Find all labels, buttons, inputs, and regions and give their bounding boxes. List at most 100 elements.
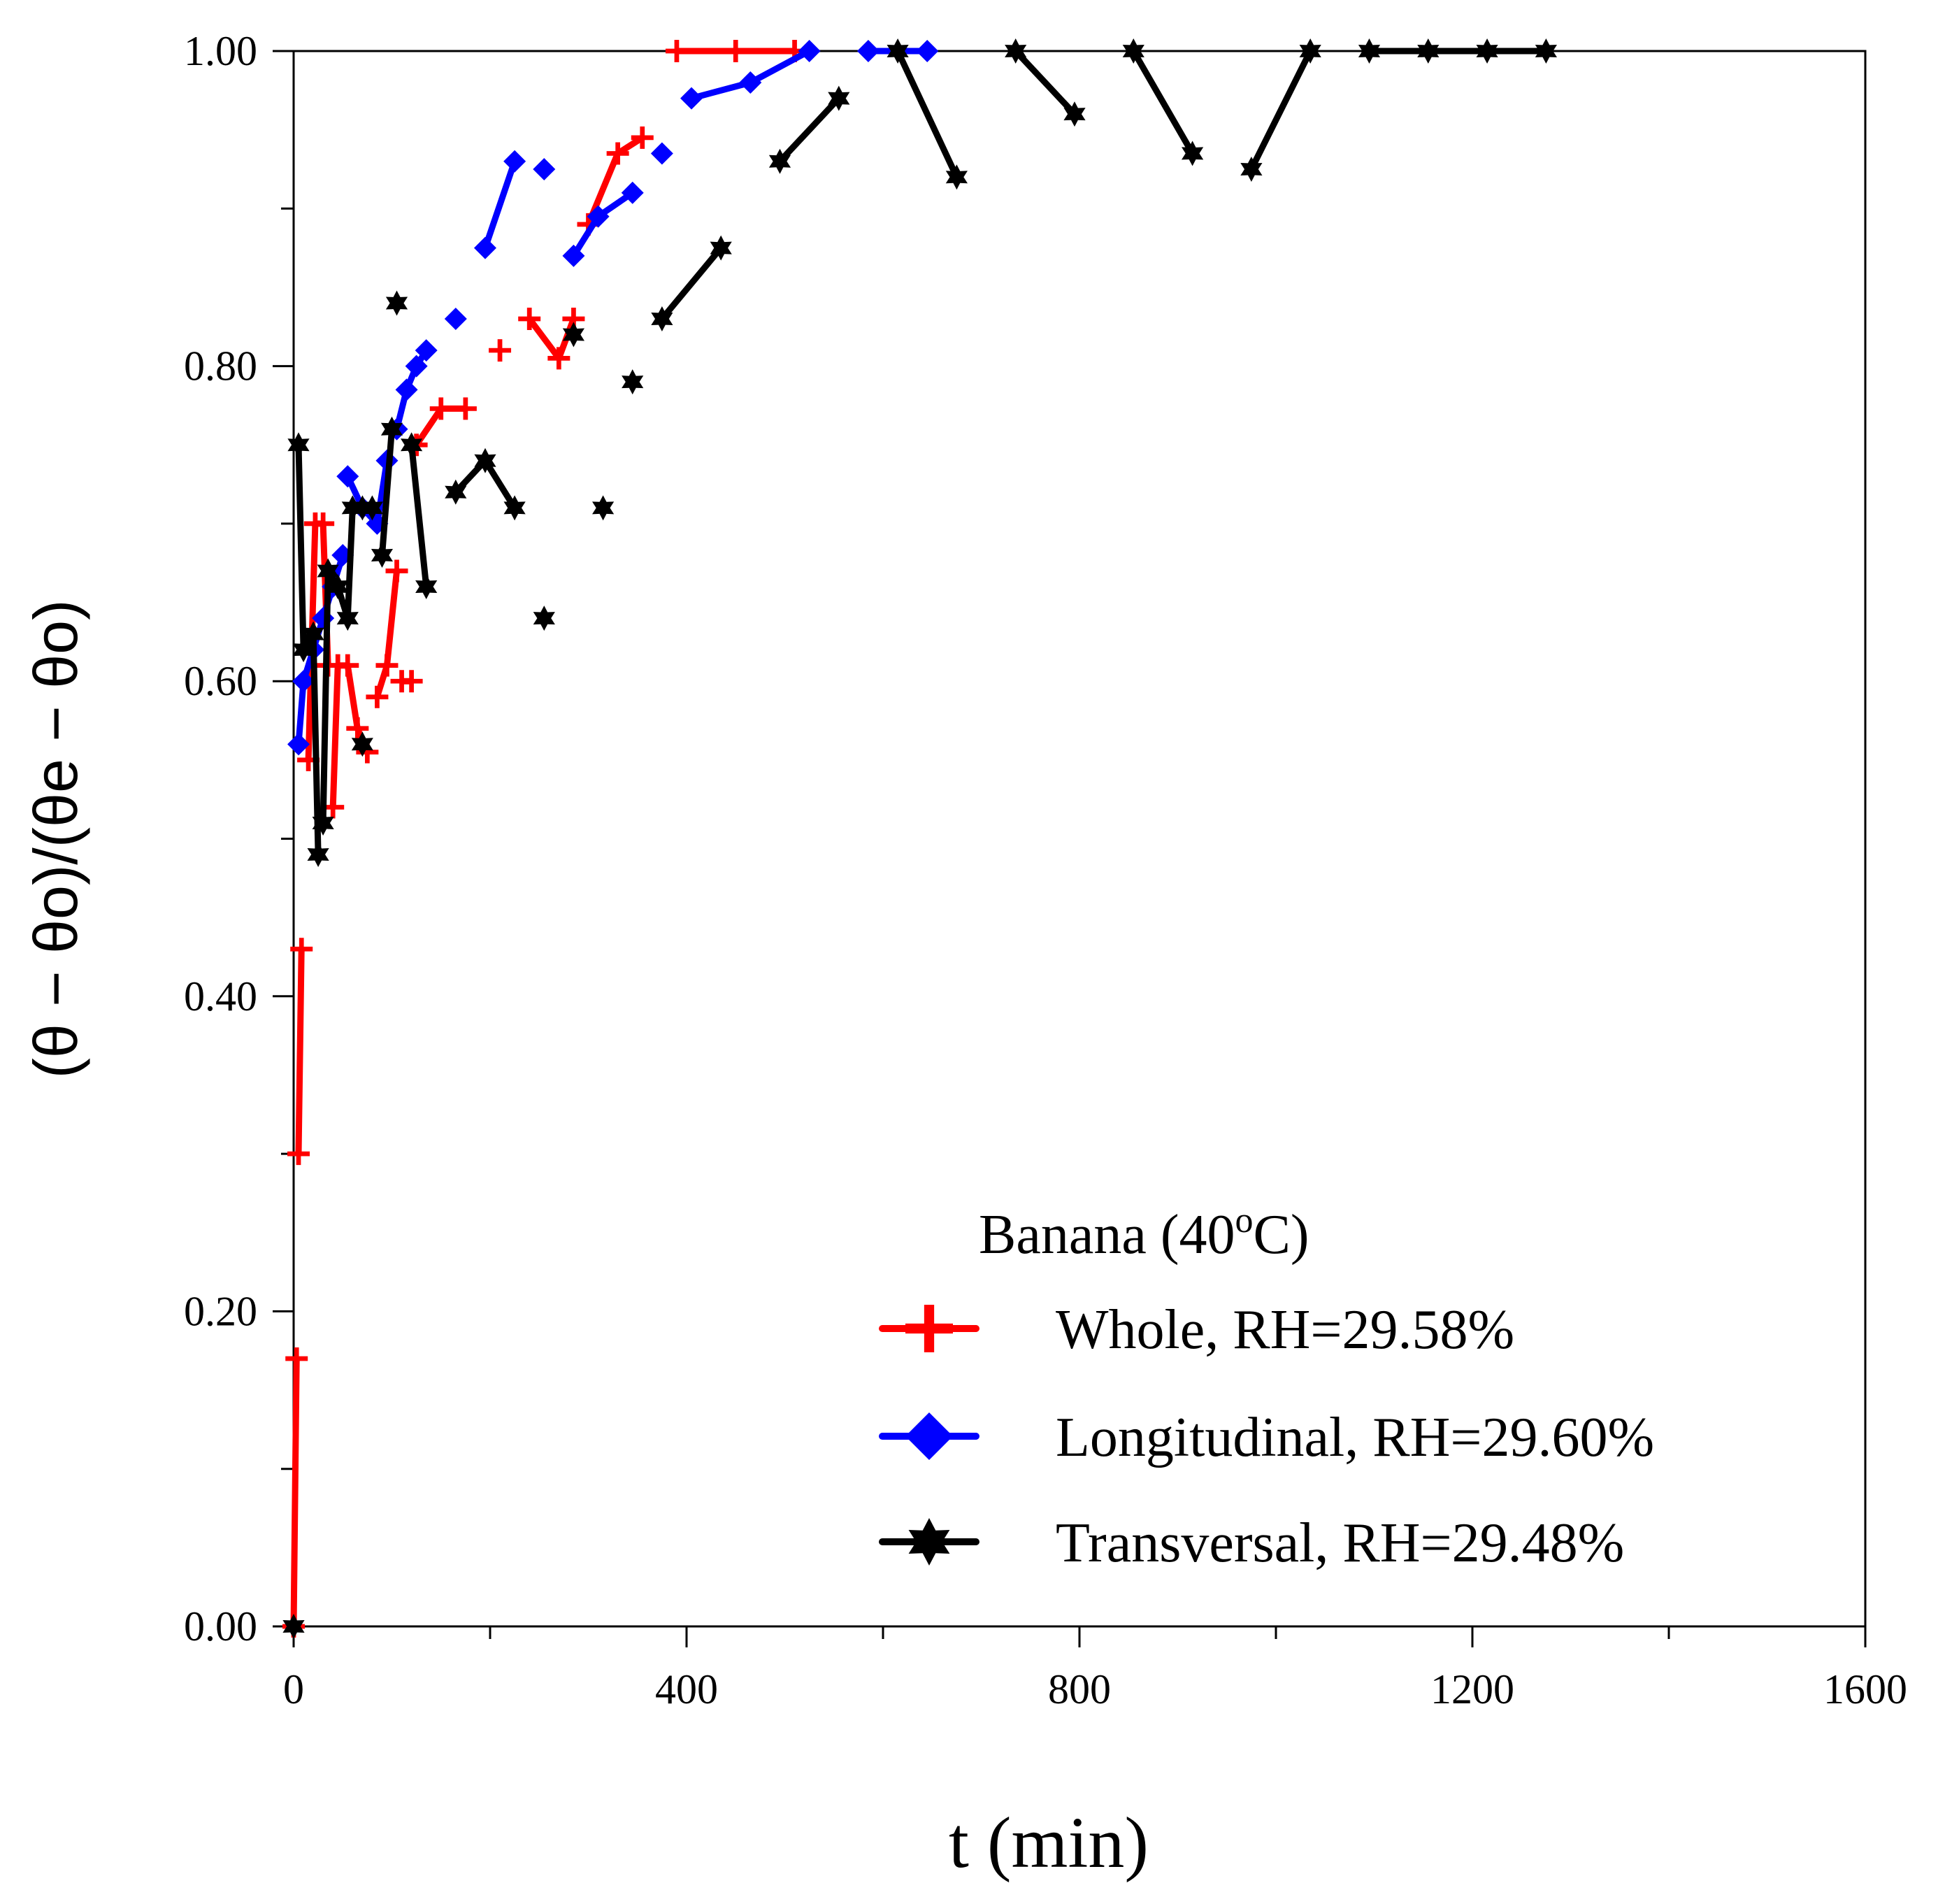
x-axis-tick-labels: 0 400 800 1200 1600 <box>283 1666 1907 1712</box>
series-diamond <box>287 40 939 756</box>
data-point <box>562 244 585 267</box>
data-point <box>385 290 408 316</box>
data-point <box>1535 38 1557 64</box>
data-point <box>371 543 393 568</box>
data-point <box>503 150 526 173</box>
data-point <box>336 606 359 631</box>
x-axis-ticks <box>292 1626 1867 1647</box>
data-point <box>429 397 452 420</box>
y-tick-label: 0.80 <box>184 343 257 389</box>
x-axis-title: t (min) <box>949 1803 1149 1883</box>
data-point <box>533 606 555 631</box>
data-point <box>444 308 467 331</box>
data-point <box>395 378 418 401</box>
data-point <box>361 495 383 521</box>
data-point <box>518 308 541 331</box>
data-point <box>326 574 349 599</box>
plot-frame <box>292 50 1867 1628</box>
data-point <box>489 339 512 362</box>
data-point <box>856 40 880 62</box>
series-line <box>379 426 395 559</box>
series-line <box>295 441 322 858</box>
data-point <box>400 670 423 693</box>
legend-label: Transversal, RH=29.48% <box>1056 1512 1624 1574</box>
series-line <box>373 568 400 701</box>
legend: Banana (40oC) Whole, RH=29.58% Longitudin… <box>879 1201 1654 1574</box>
data-point <box>415 574 438 599</box>
data-point <box>592 495 615 521</box>
y-axis-title: (θ − θo)/(θe − θo) <box>21 600 90 1079</box>
data-point <box>415 339 438 362</box>
data-point <box>533 157 556 180</box>
data-point <box>828 85 850 111</box>
legend-label: Whole, RH=29.58% <box>1056 1299 1514 1361</box>
series-line <box>482 158 518 252</box>
series-line <box>659 245 724 322</box>
data-point <box>445 479 467 505</box>
data-point <box>1122 38 1144 64</box>
data-point <box>1417 38 1440 64</box>
data-point <box>292 637 315 663</box>
data-point <box>724 40 747 62</box>
data-point <box>665 40 688 62</box>
series-line <box>894 48 960 180</box>
data-point <box>285 1347 308 1370</box>
data-point <box>650 142 673 165</box>
legend-title-suffix: C) <box>1254 1204 1309 1266</box>
data-point <box>454 397 477 420</box>
data-point <box>631 126 654 149</box>
data-point <box>1299 38 1321 64</box>
legend-marker <box>905 1305 953 1352</box>
data-point <box>351 495 373 521</box>
data-point <box>768 148 791 174</box>
data-point <box>346 717 369 740</box>
y-tick-label: 0.40 <box>184 973 257 1019</box>
data-point <box>317 558 339 584</box>
data-point <box>341 495 364 521</box>
legend-title-sup: o <box>1235 1201 1254 1240</box>
data-point <box>547 347 570 370</box>
data-point <box>1005 38 1027 64</box>
series-star <box>282 38 1557 1639</box>
data-point <box>290 938 313 961</box>
data-point <box>680 87 703 110</box>
data-point <box>562 322 584 348</box>
data-point <box>385 559 408 582</box>
series-plus <box>282 40 806 1638</box>
data-point <box>351 731 373 757</box>
x-tick-label: 800 <box>1048 1666 1111 1712</box>
legend-title-prefix: Banana (40 <box>979 1204 1235 1266</box>
data-point <box>336 654 359 677</box>
series-layer <box>282 38 1557 1639</box>
data-point <box>375 654 399 677</box>
x-tick-label: 1200 <box>1430 1666 1514 1712</box>
data-point <box>474 448 496 473</box>
series-line <box>394 347 430 433</box>
data-point <box>287 733 310 756</box>
data-point <box>292 670 315 693</box>
series-line <box>295 945 305 1157</box>
data-point <box>473 236 496 259</box>
data-point <box>710 235 732 261</box>
series-line <box>1012 48 1078 117</box>
data-point <box>1182 141 1204 166</box>
data-point <box>651 306 673 331</box>
data-point <box>282 1614 305 1639</box>
legend-label: Longitudinal, RH=29.60% <box>1056 1407 1654 1468</box>
data-point <box>587 205 610 228</box>
data-point <box>1240 157 1263 182</box>
y-tick-label: 0.20 <box>184 1288 257 1334</box>
data-point <box>380 416 403 442</box>
data-point <box>405 355 428 378</box>
y-axis-ticks <box>273 50 294 1628</box>
data-point <box>312 512 335 535</box>
data-point <box>945 164 968 190</box>
data-point <box>366 685 389 708</box>
data-point <box>336 465 359 488</box>
data-point <box>1476 38 1498 64</box>
data-point <box>312 810 334 836</box>
data-point <box>916 40 939 62</box>
series-line <box>1130 48 1196 157</box>
series-line <box>777 95 842 165</box>
legend-title: Banana (40oC) <box>979 1201 1309 1266</box>
